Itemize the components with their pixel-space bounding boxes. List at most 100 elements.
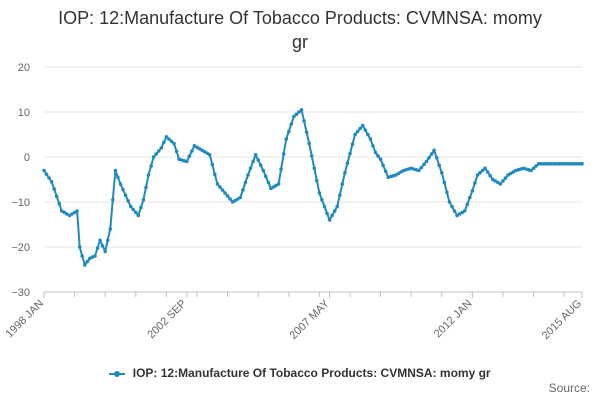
data-point [131, 207, 135, 212]
y-tick-label: −10 [11, 197, 30, 209]
data-point [223, 191, 227, 195]
data-point [281, 152, 286, 156]
data-point [434, 156, 439, 160]
data-point [503, 176, 508, 180]
data-point [570, 162, 574, 166]
data-point [118, 182, 123, 186]
data-point [462, 209, 467, 213]
data-point [432, 148, 436, 153]
data-point [292, 114, 296, 119]
data-point [343, 171, 347, 175]
data-point [498, 182, 503, 186]
data-point [251, 159, 255, 164]
data-point [440, 171, 444, 175]
data-point [284, 137, 289, 141]
data-point [238, 195, 243, 200]
data-point [98, 238, 102, 243]
data-point [559, 162, 564, 166]
data-point [483, 166, 487, 171]
data-point [187, 154, 192, 159]
data-point [312, 166, 317, 171]
data-point [531, 166, 536, 171]
data-point [190, 149, 194, 153]
data-point [478, 171, 482, 175]
data-point [332, 209, 337, 213]
data-point [554, 162, 559, 166]
data-point [493, 179, 498, 183]
data-point [44, 172, 49, 177]
data-point [279, 167, 283, 171]
data-point [547, 162, 551, 166]
data-point [264, 174, 268, 179]
legend-swatch [109, 370, 126, 377]
data-point [366, 132, 370, 137]
data-point [95, 246, 100, 250]
data-point [210, 162, 215, 167]
data-point [215, 182, 220, 186]
data-point [57, 201, 62, 206]
data-point [100, 244, 105, 248]
data-point [93, 254, 97, 258]
data-point [549, 162, 554, 166]
data-point [256, 158, 261, 162]
data-point [419, 165, 424, 170]
x-tick-label: 2012 JAN [432, 298, 475, 341]
data-point [269, 186, 273, 191]
data-point [450, 204, 454, 209]
y-tick-label: 10 [18, 107, 30, 119]
series-line [43, 108, 582, 266]
data-point [52, 187, 56, 191]
data-point [322, 204, 327, 209]
data-point [266, 180, 271, 185]
data-point [396, 171, 401, 176]
data-point [156, 149, 161, 153]
y-tick-label: −20 [11, 242, 30, 254]
data-point [60, 209, 64, 213]
data-point [452, 209, 457, 213]
data-point [185, 159, 189, 164]
data-point [373, 150, 378, 155]
data-point [381, 163, 385, 168]
data-point [113, 168, 118, 173]
data-point [470, 189, 475, 193]
data-point [358, 126, 363, 131]
data-point [345, 161, 350, 165]
data-point [294, 112, 299, 117]
data-point [371, 144, 375, 148]
data-point [105, 238, 110, 243]
data-point [54, 194, 59, 199]
data-point [103, 249, 107, 254]
source-label: Source: [548, 381, 590, 395]
chart-title-line1: IOP: 12:Manufacture Of Tobacco Products:… [58, 8, 542, 28]
data-point [128, 204, 133, 209]
data-point [197, 147, 202, 151]
data-point [480, 168, 485, 173]
data-point [485, 170, 490, 174]
data-point [202, 149, 207, 154]
data-point [146, 173, 151, 177]
data-point [246, 173, 250, 177]
data-point [65, 212, 69, 216]
data-point [508, 171, 513, 176]
data-point [85, 259, 90, 264]
data-point [315, 178, 319, 183]
legend[interactable]: IOP: 12:Manufacture Of Tobacco Products:… [0, 366, 600, 380]
data-point [368, 137, 373, 141]
data-point [468, 195, 472, 200]
data-point [108, 227, 113, 231]
data-point [253, 153, 258, 157]
data-point [309, 154, 314, 158]
data-point [47, 176, 51, 180]
data-point [539, 162, 543, 166]
data-point [488, 174, 493, 178]
y-tick-label: −30 [11, 287, 30, 299]
data-point [307, 141, 312, 146]
data-point [167, 137, 171, 141]
data-point [304, 130, 309, 135]
y-axis: 20 10 0 −10 −20 −30 [11, 62, 30, 299]
data-point [536, 162, 541, 166]
data-point [134, 210, 138, 215]
data-point [213, 172, 217, 177]
data-point [75, 209, 79, 213]
data-point [383, 169, 388, 174]
